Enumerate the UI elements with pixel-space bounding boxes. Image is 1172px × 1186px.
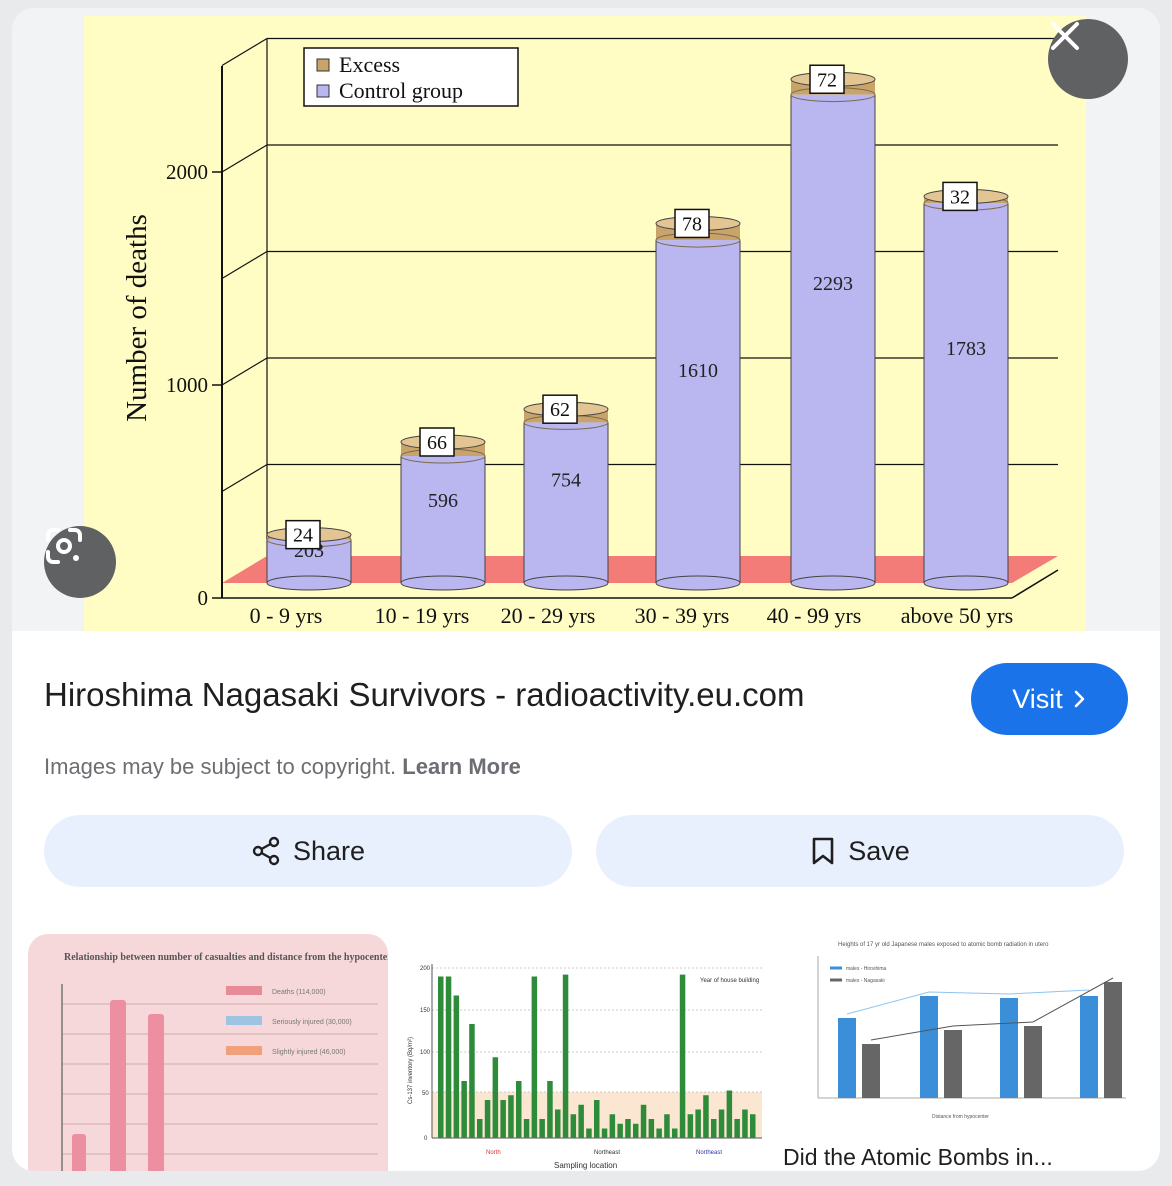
bar-1: 596 66: [400, 427, 486, 591]
bar-control-4: [791, 94, 875, 583]
thumb3-legend-0: males - Hiroshima: [846, 966, 887, 972]
bar-3: 1610 78: [655, 208, 741, 591]
visit-label: Visit: [1012, 683, 1063, 714]
thumb2-annotation: Year of house building: [700, 978, 759, 984]
share-label: Share: [292, 835, 366, 866]
excess-value-label-0: 24: [293, 525, 313, 547]
related-caption-atomic-bombs[interactable]: Did the Atomic Bombs in...: [783, 1144, 1053, 1170]
share-button[interactable]: Share: [44, 815, 572, 887]
thumb3-xlabel: Distance from hypocenter: [932, 1114, 989, 1120]
thumb2-ytick-200: 200: [420, 966, 431, 972]
thumb2-region-2: Northeast: [696, 1150, 722, 1156]
copyright-notice: Images may be subject to copyright. Lear…: [44, 754, 521, 780]
thumb2-ylabel: Cs-137 inventory (Bq/m²): [408, 1037, 414, 1104]
control-value-label-2: 754: [551, 470, 581, 492]
excess-value-label-3: 78: [682, 213, 702, 235]
bar-control-2: [524, 422, 608, 583]
thumb2-ytick-0: 0: [424, 1136, 428, 1142]
category-label-1: 10 - 19 yrs: [375, 603, 470, 628]
related-image-casualties[interactable]: Relationship between number of casualtie…: [28, 934, 388, 1171]
chevron-right-icon: [1074, 690, 1085, 708]
control-value-label-5: 1783: [946, 338, 986, 360]
chart-legend: Excess Control group: [303, 47, 519, 107]
thumb2-region-1: Northeast: [594, 1150, 620, 1156]
bar-control-3: [656, 240, 740, 583]
copyright-text: Images may be subject to copyright.: [44, 754, 397, 779]
heights-thumbnail: Heights of 17 yr old Japanese males expo…: [782, 934, 1144, 1134]
share-icon: [252, 836, 280, 866]
y-tick-label: 2000: [166, 160, 208, 184]
casualties-thumbnail: Relationship between number of casualtie…: [28, 934, 388, 1171]
bookmark-icon: [812, 837, 834, 865]
control-value-label-4: 2293: [813, 273, 853, 295]
legend-swatch-control: [316, 84, 330, 98]
google-lens-button[interactable]: [44, 526, 116, 598]
close-button[interactable]: [1048, 19, 1128, 99]
legend-label-control: Control group: [339, 78, 463, 103]
bar-4: 2293 72: [790, 64, 876, 591]
cs137-thumbnail: 200 150 100 50 0 Year of house building …: [404, 934, 766, 1171]
category-label-0: 0 - 9 yrs: [250, 603, 323, 628]
legend-swatch-excess: [316, 58, 330, 72]
category-label-2: 20 - 29 yrs: [501, 603, 596, 628]
legend-label-excess: Excess: [339, 52, 400, 77]
category-label-4: 40 - 99 yrs: [767, 603, 862, 628]
close-icon: [1051, 22, 1079, 50]
y-tick-label: 1000: [166, 373, 208, 397]
save-button[interactable]: Save: [596, 815, 1124, 887]
bar-2: 754 62: [523, 394, 609, 591]
thumb1-title: Relationship between number of casualtie…: [64, 952, 388, 963]
learn-more-link[interactable]: Learn More: [402, 754, 521, 779]
google-lens-icon: [46, 528, 82, 564]
thumb1-legend-0: Deaths (114,000): [272, 989, 326, 996]
bar-5: 1783 32: [923, 181, 1009, 591]
category-label-3: 30 - 39 yrs: [635, 603, 730, 628]
excess-value-label-5: 32: [950, 186, 970, 208]
excess-value-label-4: 72: [817, 69, 837, 91]
y-tick-label: 0: [198, 586, 209, 610]
thumb2-ytick-150: 150: [420, 1008, 431, 1014]
thumb3-legend-1: males - Nagasaki: [846, 978, 885, 984]
thumb2-region-0: North: [486, 1150, 501, 1156]
related-image-cs137[interactable]: 200 150 100 50 0 Year of house building …: [404, 934, 766, 1171]
result-title[interactable]: Hiroshima Nagasaki Survivors - radioacti…: [44, 676, 805, 713]
thumb2-ytick-50: 50: [422, 1091, 429, 1097]
control-value-label-3: 1610: [678, 360, 718, 382]
thumb3-chart-title: Heights of 17 yr old Japanese males expo…: [838, 942, 1049, 948]
image-result-card: 0 1000 2000 Number of deaths 203 24 596 66 754 6…: [12, 8, 1160, 1171]
control-value-label-1: 596: [428, 490, 458, 512]
thumb1-legend-1: Seriously injured (30,000): [272, 1019, 352, 1026]
thumb2-xlabel: Sampling location: [554, 1161, 617, 1170]
visit-button[interactable]: Visit: [971, 663, 1128, 735]
excess-value-label-2: 62: [550, 399, 570, 421]
excess-value-label-1: 66: [427, 432, 447, 454]
thumb1-legend-2: Slightly injured (46,000): [272, 1049, 346, 1056]
bar-control-1: [401, 456, 485, 583]
category-label-5: above 50 yrs: [901, 603, 1013, 628]
bar-control-5: [924, 203, 1008, 583]
result-image[interactable]: 0 1000 2000 Number of deaths 203 24 596 66 754 6…: [12, 8, 1160, 631]
related-image-heights[interactable]: Heights of 17 yr old Japanese males expo…: [782, 934, 1144, 1134]
y-axis-label: Number of deaths: [121, 214, 153, 422]
thumb2-ytick-100: 100: [420, 1050, 431, 1056]
save-label: Save: [848, 835, 910, 866]
